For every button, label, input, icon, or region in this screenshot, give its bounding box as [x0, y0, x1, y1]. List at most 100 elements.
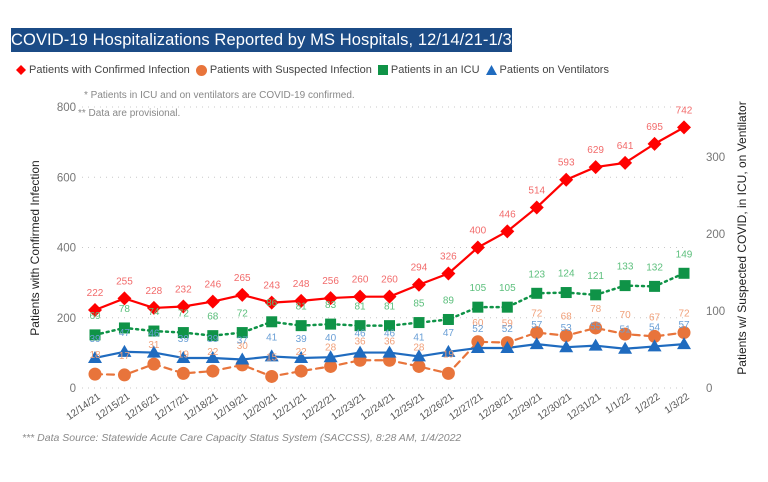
data-point-icu	[531, 287, 543, 299]
square-icon	[377, 65, 388, 75]
data-label: 36	[354, 336, 366, 347]
data-label: 36	[384, 336, 396, 347]
data-point-ventilators	[647, 339, 662, 352]
data-label: 72	[237, 309, 249, 320]
data-point-ventilators	[529, 337, 544, 350]
data-label: 46	[384, 329, 396, 340]
data-label: 60	[472, 318, 484, 329]
data-label: 39	[207, 334, 219, 345]
data-label: 81	[384, 302, 396, 313]
data-label: 260	[352, 275, 369, 286]
data-label: 46	[354, 329, 366, 340]
data-label: 31	[148, 340, 160, 351]
data-label: 68	[207, 312, 219, 323]
data-label: 124	[558, 269, 575, 280]
y-axis-left-ticks: 0 200 400 600 800	[57, 102, 76, 395]
data-label: 149	[676, 249, 693, 260]
data-label: 446	[499, 209, 516, 220]
data-point-icu	[354, 320, 366, 332]
data-point-suspected	[589, 321, 603, 335]
data-label: 17	[119, 351, 131, 362]
data-label: 222	[87, 288, 104, 299]
legend-item-icu[interactable]: Patients in an ICU	[377, 64, 480, 76]
data-label: 19	[178, 349, 190, 360]
data-label: 133	[617, 262, 634, 273]
data-label: 28	[325, 342, 337, 353]
data-label: 256	[322, 276, 339, 287]
data-point-icu	[649, 280, 661, 292]
data-source-note: *** Data Source: Statewide Acute Care Ca…	[22, 432, 462, 444]
data-point-ventilators	[500, 340, 515, 353]
data-point-icu	[207, 330, 219, 342]
data-label: 54	[649, 322, 661, 333]
legend-label: Patients with Confirmed Infection	[29, 64, 190, 76]
data-label: 86	[266, 298, 278, 309]
data-label: 22	[207, 347, 219, 358]
data-label: 105	[499, 283, 516, 294]
data-label: 47	[443, 328, 455, 339]
data-point-ventilators	[88, 350, 102, 363]
data-label: 514	[528, 185, 545, 196]
x-tick-label: 12/31/21	[565, 391, 604, 423]
data-label: 248	[293, 279, 310, 290]
data-label: 742	[676, 105, 693, 116]
data-label: 57	[678, 320, 690, 331]
data-label: 78	[119, 304, 131, 315]
chart-title: COVID-19 Hospitalizations Reported by MS…	[11, 28, 588, 52]
data-point-suspected	[117, 368, 131, 382]
data-label: 19	[443, 349, 455, 360]
data-label: 132	[646, 262, 663, 273]
data-label: 593	[558, 158, 575, 169]
data-point-suspected	[294, 364, 308, 378]
y-axis-right-title: Patients w/ Suspected COVID, in ICU, on …	[735, 101, 749, 374]
y-right-tick-label: 0	[706, 383, 712, 395]
data-label: 255	[116, 276, 133, 287]
data-point-suspected	[176, 366, 190, 380]
series-line-2	[93, 272, 686, 337]
data-point-ventilators	[117, 344, 132, 357]
data-label: 81	[296, 302, 308, 313]
data-label: 123	[528, 269, 545, 280]
x-tick-label: 1/3/22	[663, 391, 692, 416]
y-right-tick-label: 300	[706, 152, 725, 164]
data-label: 72	[678, 309, 690, 320]
data-point-suspected	[147, 357, 161, 371]
y-tick-label: 0	[70, 383, 76, 395]
legend: Patients with Confirmed Infection Patien…	[16, 64, 615, 76]
data-label: 52	[472, 324, 484, 335]
triangle-icon	[485, 65, 497, 75]
data-point-suspected	[441, 366, 455, 380]
data-label: 641	[617, 141, 634, 152]
data-point-ventilators	[235, 352, 250, 365]
data-point-confirmed	[647, 136, 662, 151]
data-point-icu	[501, 301, 513, 313]
data-label: 69	[89, 311, 101, 322]
data-point-suspected	[618, 327, 632, 341]
data-point-icu	[177, 327, 189, 339]
data-labels: 18 17 31 19 22 30 15 22 28 36 36 28 19 60 59 72 68 78 70 67…	[87, 105, 693, 363]
data-label: 246	[204, 280, 221, 291]
data-point-ventilators	[353, 345, 368, 358]
data-label: 59	[502, 319, 514, 330]
data-label: 695	[646, 122, 663, 133]
legend-item-suspected[interactable]: Patients with Suspected Infection	[195, 64, 372, 76]
data-label: 51	[620, 325, 632, 336]
legend-item-ventilators[interactable]: Patients on Ventilators	[485, 64, 609, 76]
x-axis-ticks: 12/14/2112/15/2112/16/2112/17/2112/18/21…	[65, 391, 693, 423]
data-point-icu	[89, 329, 101, 341]
data-point-suspected	[324, 359, 338, 373]
data-point-suspected	[412, 359, 426, 373]
data-point-suspected	[677, 326, 691, 340]
data-label: 15	[266, 352, 278, 363]
data-point-confirmed	[588, 160, 603, 175]
legend-item-confirmed[interactable]: Patients with Confirmed Infection	[16, 64, 190, 76]
data-point-ventilators	[323, 350, 338, 363]
data-point-ventilators	[146, 345, 161, 358]
data-label: 39	[89, 334, 101, 345]
data-point-icu	[678, 267, 690, 279]
data-point-ventilators	[470, 340, 485, 353]
data-label: 265	[234, 273, 251, 284]
data-point-ventilators	[205, 350, 220, 363]
data-label: 232	[175, 285, 192, 296]
